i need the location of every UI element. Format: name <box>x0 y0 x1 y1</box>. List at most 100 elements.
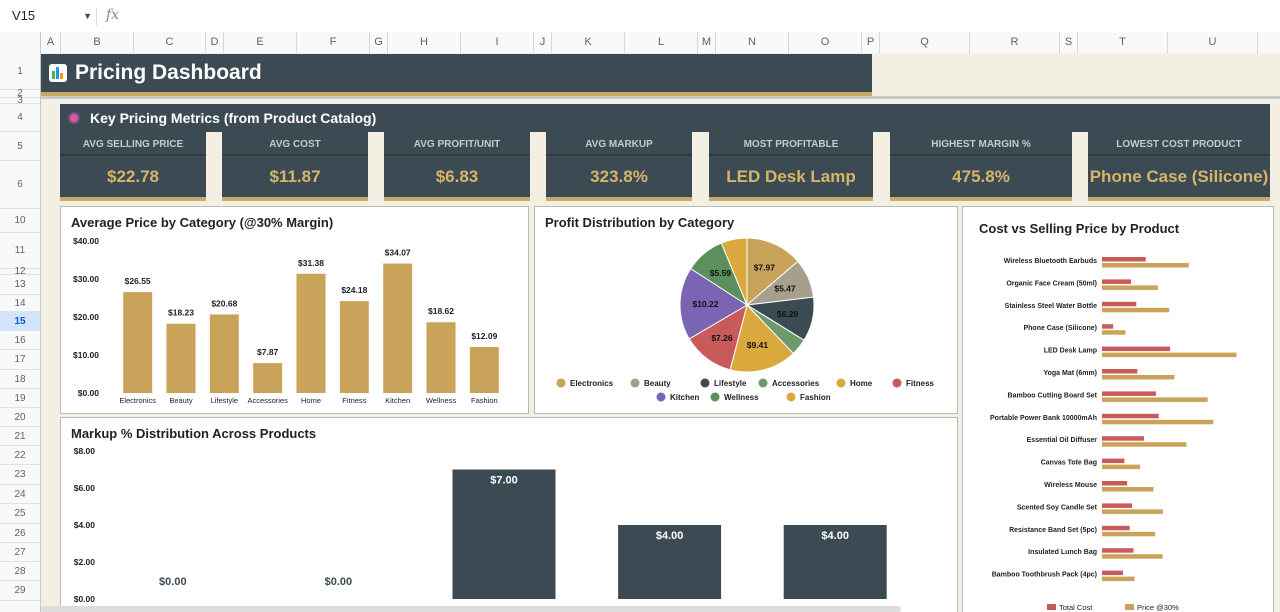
row-header-22[interactable]: 22 <box>0 446 40 465</box>
data-label: $7.00 <box>490 475 518 487</box>
category-label: Portable Power Bank 10000mAh <box>990 415 1097 422</box>
kpi-value: $22.78 <box>107 167 159 186</box>
row-header-18[interactable]: 18 <box>0 370 40 389</box>
data-label: $0.00 <box>325 576 353 588</box>
row-header-16[interactable]: 16 <box>0 331 40 350</box>
legend-label: Kitchen <box>670 393 699 402</box>
divider <box>96 8 97 26</box>
pie-slice <box>729 304 795 373</box>
row-header-21[interactable]: 21 <box>0 427 40 446</box>
bar <box>383 263 413 393</box>
row-header-14[interactable]: 14 <box>0 295 40 312</box>
avg-price-chart-panel[interactable]: Average Price by Category (@30% Margin) … <box>60 206 529 414</box>
column-header-o[interactable]: O <box>789 32 862 53</box>
horizontal-scrollbar[interactable] <box>41 606 901 612</box>
select-all-corner[interactable] <box>0 32 41 53</box>
bar <box>1102 352 1237 358</box>
kpi-label: AVG PROFIT/UNIT <box>413 139 501 150</box>
y-tick-label: $6.00 <box>74 483 96 493</box>
row-header-29[interactable]: 29 <box>0 581 40 601</box>
kpi-card: LOWEST COST PRODUCT Phone Case (Silicone) <box>1088 132 1270 201</box>
profit-pie-panel[interactable]: Profit Distribution by Category $7.97 $5.… <box>534 206 958 414</box>
column-header-f[interactable]: F <box>297 32 370 53</box>
x-tick-label: Kitchen <box>385 396 410 405</box>
markup-chart-panel[interactable]: Markup % Distribution Across Products $0… <box>60 417 958 612</box>
column-header-h[interactable]: H <box>388 32 461 53</box>
column-header-b[interactable]: B <box>61 32 134 53</box>
row-header-2[interactable]: 2 <box>0 89 40 99</box>
row-header-19[interactable]: 19 <box>0 389 40 408</box>
legend-label: Wellness <box>724 393 759 402</box>
column-header-u[interactable]: U <box>1168 32 1258 53</box>
bar <box>209 314 239 393</box>
row-header-24[interactable]: 24 <box>0 485 40 504</box>
slice-label: $6.20 <box>777 309 799 319</box>
row-header-3[interactable]: 3 <box>0 96 40 106</box>
column-header-j[interactable]: J <box>534 32 552 53</box>
cost-vs-price-panel[interactable]: Cost vs Selling Price by Product Wireles… <box>962 206 1274 612</box>
column-header-g[interactable]: G <box>370 32 388 53</box>
bar <box>1102 263 1189 268</box>
kpi-value: Phone Case (Silicone) <box>1089 167 1269 186</box>
data-label: $31.38 <box>298 258 324 268</box>
column-header-d[interactable]: D <box>206 32 224 53</box>
bar <box>1102 481 1128 486</box>
slice-label: $5.59 <box>710 268 732 278</box>
bar <box>1102 419 1214 425</box>
column-header-m[interactable]: M <box>698 32 716 53</box>
column-header-c[interactable]: C <box>134 32 206 53</box>
name-box[interactable]: V15 ▼ <box>6 6 96 26</box>
row-header-13[interactable]: 13 <box>0 275 40 295</box>
bar <box>1102 279 1132 284</box>
legend-swatch <box>758 378 768 388</box>
row-header-1[interactable]: 1 <box>0 53 40 90</box>
column-header-s[interactable]: S <box>1060 32 1078 53</box>
column-header-l[interactable]: L <box>625 32 698 53</box>
bar <box>1102 301 1137 307</box>
column-header-n[interactable]: N <box>716 32 789 53</box>
chevron-down-icon[interactable]: ▼ <box>83 11 92 21</box>
chart-title: Markup % Distribution Across Products <box>71 426 317 441</box>
kpi-value: 475.8% <box>952 167 1010 186</box>
x-tick-label: Fitness <box>342 396 366 405</box>
chart-title: Cost vs Selling Price by Product <box>979 221 1180 236</box>
kpi-card: AVG SELLING PRICE $22.78 <box>60 132 206 201</box>
data-label: $12.09 <box>471 331 497 341</box>
column-header-a[interactable]: A <box>41 32 61 53</box>
row-header-17[interactable]: 17 <box>0 350 40 370</box>
row-header-26[interactable]: 26 <box>0 524 40 543</box>
bar <box>1102 413 1159 419</box>
row-header-10[interactable]: 10 <box>0 209 40 233</box>
category-label: Wireless Mouse <box>1044 482 1097 489</box>
row-header-23[interactable]: 23 <box>0 465 40 485</box>
column-header-q[interactable]: Q <box>880 32 970 53</box>
row-header-11[interactable]: 11 <box>0 233 40 269</box>
row-header-12[interactable]: 12 <box>0 267 40 277</box>
row-header-4[interactable]: 4 <box>0 104 40 132</box>
slice-label: $7.97 <box>754 262 776 272</box>
row-header-25[interactable]: 25 <box>0 504 40 524</box>
column-header-e[interactable]: E <box>224 32 297 53</box>
column-header-k[interactable]: K <box>552 32 625 53</box>
row-header-6[interactable]: 6 <box>0 161 40 209</box>
column-header-r[interactable]: R <box>970 32 1060 53</box>
bar <box>1102 307 1170 313</box>
row-header-15[interactable]: 15 <box>0 312 40 331</box>
column-header-t[interactable]: T <box>1078 32 1168 53</box>
row-header-5[interactable]: 5 <box>0 132 40 161</box>
row-header-27[interactable]: 27 <box>0 543 40 562</box>
category-label: Insulated Lunch Bag <box>1028 549 1097 556</box>
pie-slice <box>720 237 748 306</box>
bar <box>1102 570 1123 576</box>
data-label: $18.62 <box>428 306 454 316</box>
row-header-28[interactable]: 28 <box>0 562 40 581</box>
kpi-card: AVG MARKUP 323.8% <box>546 132 692 201</box>
kpi-label: HIGHEST MARGIN % <box>931 139 1031 150</box>
legend-label: Electronics <box>570 379 614 388</box>
column-header-i[interactable]: I <box>461 32 534 53</box>
row-header-20[interactable]: 20 <box>0 408 40 427</box>
column-header-p[interactable]: P <box>862 32 880 53</box>
divider <box>384 154 530 156</box>
kpi-card: AVG PROFIT/UNIT $6.83 <box>384 132 530 201</box>
kpi-label: MOST PROFITABLE <box>743 139 839 150</box>
